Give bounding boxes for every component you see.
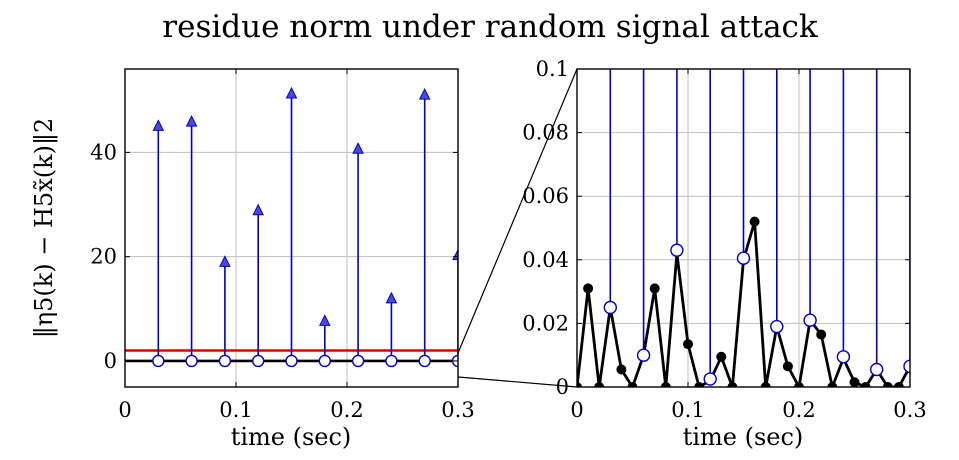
chart-title: residue norm under random signal attack [162,9,818,45]
stem-peak-marker [152,119,165,131]
residue-point [860,382,871,387]
left-ytick-label: 0 [104,349,117,373]
stem-peak-marker [318,314,331,326]
residue-point [627,382,638,387]
residue-point [827,382,838,387]
stem-peak-marker [285,86,298,99]
residue-point [849,377,860,387]
residue-point [882,382,893,387]
stem-base-marker [318,354,331,368]
residue-point [649,283,660,294]
right-ytick-label: 0.06 [522,184,569,208]
stem-base-marker [218,354,232,368]
stem-peak-marker [252,203,265,216]
zoom-stem-base-marker [603,300,617,315]
right-axes-frame [576,68,911,388]
stem-base-marker [418,354,431,368]
residue-point [727,382,738,387]
zoom-connector-bottom [457,376,578,388]
right-xtick-label: 0.2 [782,398,815,422]
right-ytick-label: 0.04 [522,248,569,272]
left-ytick-label: 20 [90,245,117,269]
left-y-axis-label: ‖η5(k) − H5x̃(k)‖2 [30,118,59,339]
left-xtick-label: 0 [118,398,131,422]
residue-point [893,382,904,387]
right-xtick-label: 0.3 [893,398,926,422]
stem-base-marker [351,354,365,368]
right-ticks: 0 0.1 0.2 0.3 0 0.02 0.04 0.06 0.08 0.1 [522,57,926,422]
stem-peak-marker [219,255,231,267]
left-xtick-label: 0.2 [330,398,363,422]
left-xtick-label: 0.3 [441,398,474,422]
stem-peak-marker [352,142,364,154]
right-panel: 0 0.1 0.2 0.3 0 0.02 0.04 0.06 0.08 0.1 time (sec… [522,57,926,451]
zoom-connector-top [457,68,578,354]
stem-base-marker [385,354,398,368]
right-x-axis-label: time (sec) [683,423,804,451]
residue-point [683,339,693,350]
stem-peak-marker [185,115,198,127]
right-ytick-label: 0.02 [522,311,569,335]
left-panel: 0 0.1 0.2 0.3 0 20 40 time (sec) ‖η5(k) − H5x̃… [30,68,475,451]
zoom-stem-base-marker [803,313,817,327]
residue-point [760,382,771,387]
zoom-stem-base-marker [836,350,851,364]
right-plot-area [577,69,910,387]
left-xtick-label: 0.1 [219,398,252,422]
stem-peak-marker [418,87,431,100]
left-x-axis-label: time (sec) [231,423,352,451]
residue-point [749,216,760,227]
right-ytick-label: 0.1 [536,57,569,81]
residue-point [716,351,727,362]
left-plot-area [125,86,458,368]
residue-point [583,283,594,294]
stem-base-marker [152,354,165,368]
stem-base-marker [185,354,198,368]
left-ytick-label: 40 [90,140,117,164]
stem-base-marker [252,354,265,368]
zoom-stem-base-marker [903,359,910,374]
residue-point [660,382,671,387]
residue-point [616,364,627,375]
right-xtick-label: 0.1 [671,398,704,422]
zoom-stem-base-marker [703,372,717,386]
residue-point [782,361,793,372]
residue-point [694,382,705,387]
right-ytick-label: 0.08 [522,121,569,145]
zoom-stem-base-marker [636,348,651,362]
zoom-stem-base-marker [736,251,751,265]
zoom-stem-base-marker [870,362,884,377]
residue-point [594,382,605,387]
right-xtick-label: 0 [570,398,583,422]
stem-peak-marker [385,291,398,304]
left-axes-frame [124,68,459,388]
left-ticks: 0 0.1 0.2 0.3 0 20 40 [90,69,475,422]
stem-base-marker [285,354,298,368]
residue-point [577,382,582,387]
zoom-stem-base-marker [770,319,784,334]
residue-point [816,329,827,340]
right-ytick-label: 0 [556,375,569,399]
zoom-stem-base-marker [670,243,684,257]
